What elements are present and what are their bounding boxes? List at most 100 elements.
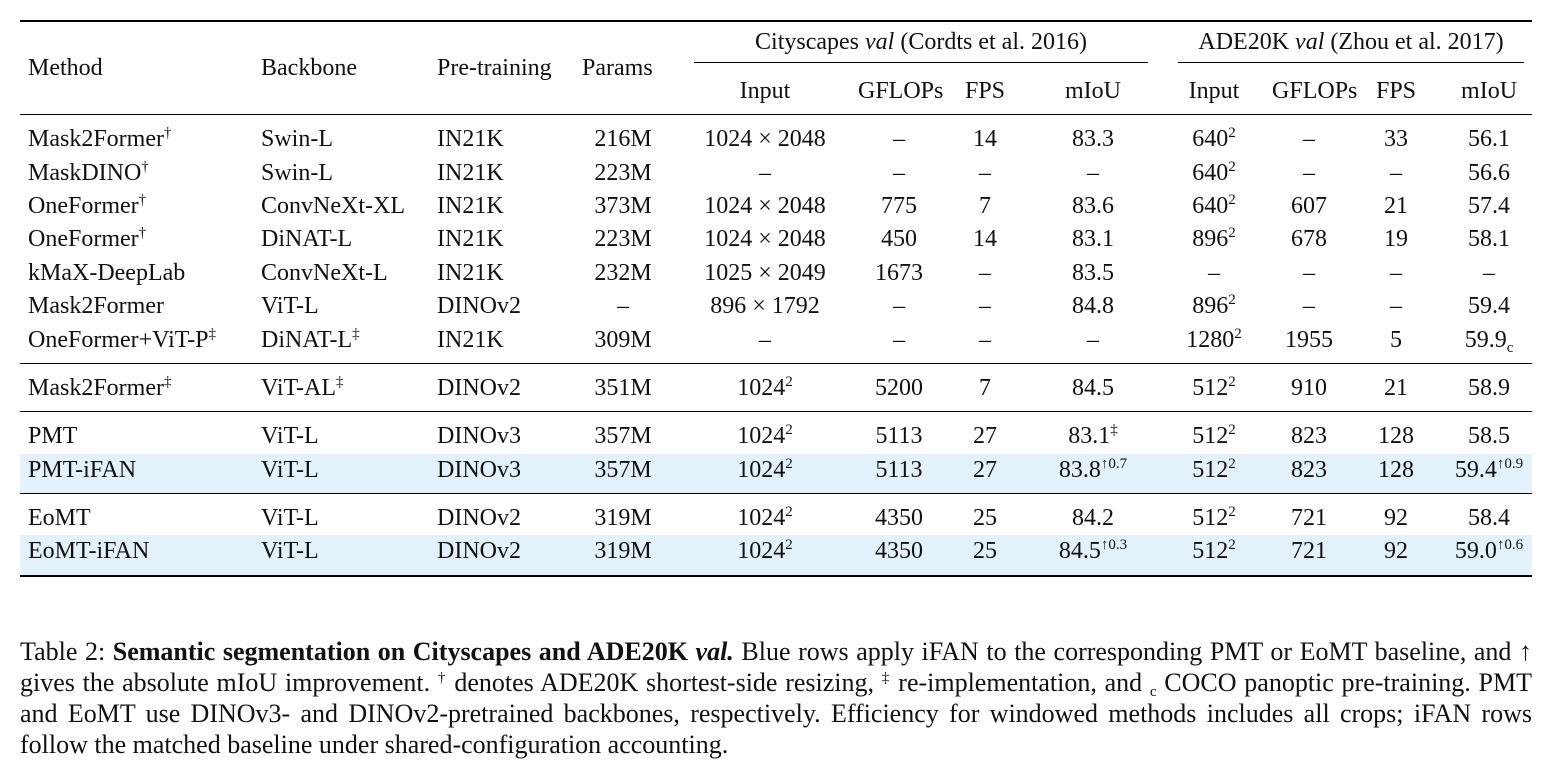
cell-text: IN21K bbox=[437, 326, 504, 353]
cell-text: 896 bbox=[1192, 293, 1229, 320]
table-cell: 58.9 bbox=[1446, 363, 1532, 411]
table-wrap: Method Backbone Pre-training Params Cityscap… bbox=[20, 20, 1533, 577]
header-row: Input GFLOPs FPS mIoU Input GFLOPs FPS mIoU bbox=[20, 69, 1532, 115]
table-row: Mask2Former† Swin-L IN21K 216M 1024 × 2048 – 1… bbox=[20, 115, 1532, 157]
cell-text: 21 bbox=[1384, 374, 1409, 401]
cell-superscript: ‡ bbox=[163, 373, 172, 390]
cell-text: 58.1 bbox=[1468, 226, 1511, 253]
table-cell: 7 bbox=[940, 190, 1030, 223]
cell-text: – bbox=[979, 326, 991, 353]
cell-text: OneFormer+ViT-P bbox=[28, 326, 209, 353]
table-cell: 58.4 bbox=[1446, 493, 1532, 535]
cell-text: PMT bbox=[28, 423, 78, 450]
cell-text: 128 bbox=[1378, 423, 1415, 450]
cell-text: – bbox=[759, 159, 771, 186]
table-row: OneFormer† ConvNeXt-XL IN21K 373M 1024 × 204… bbox=[20, 190, 1532, 223]
table-cell: 12802 bbox=[1156, 323, 1272, 363]
subcolumn-header: GFLOPs bbox=[1272, 78, 1358, 104]
cell-text: – bbox=[893, 326, 905, 353]
cell-text: – bbox=[979, 293, 991, 320]
cell-text: 84.5 bbox=[1072, 374, 1114, 401]
table-cell: ViT-L bbox=[253, 453, 429, 494]
cell-text: 512 bbox=[1192, 505, 1229, 532]
table-cell: 5 bbox=[1346, 323, 1446, 363]
cell-text: 823 bbox=[1291, 423, 1328, 450]
table-cell: – bbox=[1030, 156, 1156, 189]
cell-text: DINOv2 bbox=[437, 505, 521, 532]
group-split: val bbox=[865, 28, 895, 55]
cell-text: IN21K bbox=[437, 159, 504, 186]
table-cell: 56.1 bbox=[1446, 115, 1532, 157]
cell-text: – bbox=[893, 126, 905, 153]
table-row: MaskDINO† Swin-L IN21K 223M – – – – 6402 – – 56.6 bbox=[20, 156, 1532, 189]
cell-text: 319M bbox=[594, 538, 652, 565]
table-cell: 6402 bbox=[1156, 156, 1272, 189]
cell-text: 5200 bbox=[875, 374, 923, 401]
cell-text: 92 bbox=[1384, 505, 1409, 532]
cell-text: 4350 bbox=[875, 538, 923, 565]
table-cell: IN21K bbox=[429, 223, 574, 256]
cell-text: EoMT-iFAN bbox=[28, 538, 150, 565]
cell-superscript: 2 bbox=[1228, 455, 1236, 472]
cell-text: 56.1 bbox=[1468, 126, 1511, 153]
cell-text: 1955 bbox=[1285, 326, 1334, 353]
table-cell: DINOv2 bbox=[429, 290, 574, 323]
cell-text: OneFormer bbox=[28, 192, 139, 219]
table-row: Mask2Former ViT-L DINOv2 – 896 × 1792 – – 84.8 8… bbox=[20, 290, 1532, 323]
table-cell: Mask2Former‡ bbox=[20, 363, 253, 411]
cell-text: IN21K bbox=[437, 126, 504, 153]
table-cell: 57.4 bbox=[1446, 190, 1532, 223]
table-cell: 823 bbox=[1272, 453, 1347, 494]
table-cell: DiNAT-L‡ bbox=[253, 323, 429, 363]
results-table: Method Backbone Pre-training Params Cityscap… bbox=[20, 20, 1533, 577]
table-cell: 1955 bbox=[1272, 323, 1346, 363]
table-cell: 14 bbox=[940, 115, 1030, 157]
cell-text: 83.5 bbox=[1072, 259, 1114, 286]
cell-superscript: 2 bbox=[1228, 422, 1236, 439]
cell-text: 58.5 bbox=[1468, 423, 1511, 450]
cell-text: 373M bbox=[594, 192, 652, 219]
cell-text: 640 bbox=[1192, 192, 1229, 219]
table-cell: – bbox=[1156, 257, 1272, 290]
table-row: OneFormer† DiNAT-L IN21K 223M 1024 × 2048 450… bbox=[20, 223, 1532, 256]
cell-superscript: ↑0.9 bbox=[1496, 455, 1524, 472]
table-cell: 5200 bbox=[858, 363, 940, 411]
cell-text: PMT-iFAN bbox=[28, 456, 137, 483]
cell-text: ViT-L bbox=[261, 505, 319, 532]
cell-text: 896 bbox=[1192, 226, 1229, 253]
cell-text: 512 bbox=[1192, 456, 1229, 483]
table-cell: 373M bbox=[574, 190, 672, 223]
cell-text: 1024 × 2048 bbox=[704, 192, 826, 219]
table-cell: 84.5↑0.3 bbox=[1030, 535, 1157, 576]
cell-text: – bbox=[1303, 159, 1316, 186]
table-cell: 607 bbox=[1272, 190, 1346, 223]
column-header: Backbone bbox=[261, 54, 357, 81]
table-cell: 8962 bbox=[1156, 290, 1272, 323]
cell-text: 59.9 bbox=[1464, 326, 1507, 353]
table-cell: OneFormer+ViT-P‡ bbox=[20, 323, 253, 363]
table-cell: 84.8 bbox=[1030, 290, 1156, 323]
table-cell: 216M bbox=[574, 115, 672, 157]
cell-text: 4350 bbox=[875, 505, 923, 532]
table-row: Mask2Former‡ ViT-AL‡ DINOv2 351M 10242 5200 7 8… bbox=[20, 363, 1532, 411]
cell-text: 59.4 bbox=[1468, 293, 1511, 320]
table-cell: 319M bbox=[574, 493, 672, 535]
cell-superscript: 2 bbox=[1228, 292, 1236, 309]
cell-text: MaskDINO bbox=[28, 159, 142, 186]
table-cell: – bbox=[858, 115, 940, 157]
table-cell: – bbox=[940, 156, 1030, 189]
table-cell: 5122 bbox=[1156, 363, 1272, 411]
table-cell: 56.6 bbox=[1446, 156, 1532, 189]
table-cell: 19 bbox=[1346, 223, 1446, 256]
table-cell: 357M bbox=[574, 412, 672, 454]
table-row: OneFormer+ViT-P‡ DiNAT-L‡ IN21K 309M – – – –128… bbox=[20, 323, 1532, 363]
table-cell: 7 bbox=[940, 363, 1030, 411]
table-cell: 10242 bbox=[672, 412, 858, 454]
table-cell: 59.0↑0.6 bbox=[1446, 535, 1533, 576]
table-cell: – bbox=[672, 323, 858, 363]
cell-text: – bbox=[1483, 259, 1496, 286]
table-header: Method Backbone Pre-training Params Cityscap… bbox=[20, 21, 1533, 115]
cell-text: – bbox=[1390, 259, 1403, 286]
cell-text: DiNAT-L bbox=[261, 326, 353, 353]
table-cell: 678 bbox=[1272, 223, 1346, 256]
